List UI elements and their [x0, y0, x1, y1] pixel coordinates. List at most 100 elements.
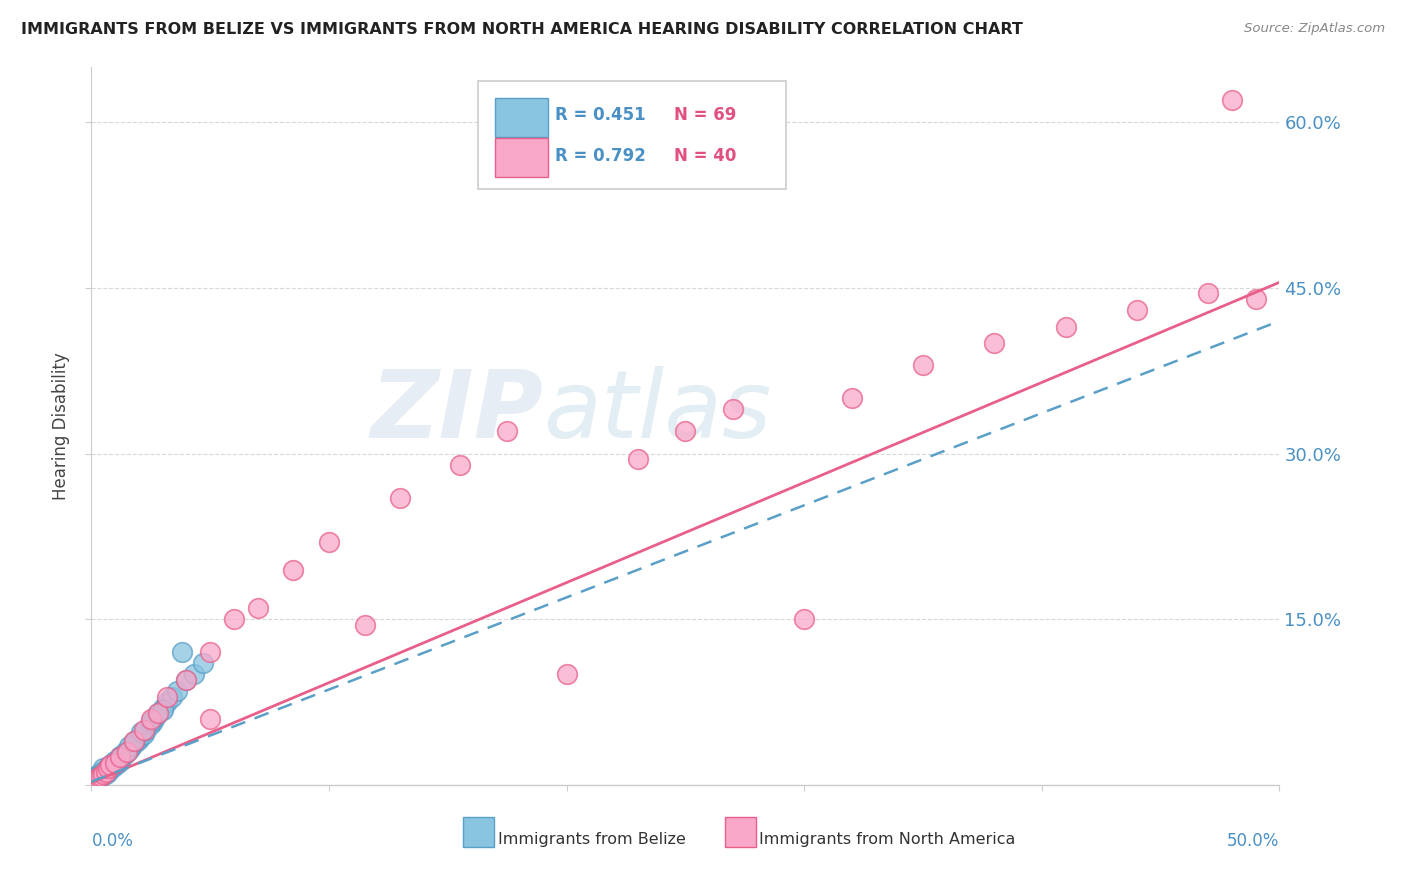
Point [115, 745, 138, 759]
Point [100, 758, 122, 772]
Text: ZIP: ZIP [370, 366, 543, 458]
Point [101, 756, 124, 770]
Point [90, 767, 112, 781]
Point [108, 749, 131, 764]
Point [132, 723, 155, 737]
Point [87, 770, 110, 784]
Point [118, 739, 141, 754]
Point [108, 750, 131, 764]
Point [83, 776, 105, 790]
Point [97, 761, 120, 775]
Point [83, 774, 105, 789]
Point [1054, 319, 1077, 334]
Point [841, 392, 863, 406]
FancyBboxPatch shape [724, 817, 755, 847]
Point [104, 754, 127, 768]
Y-axis label: Hearing Disability: Hearing Disability [52, 352, 70, 500]
Point [983, 336, 1005, 351]
Point [94, 764, 117, 778]
Point [156, 690, 179, 704]
Point [91, 764, 114, 779]
Point [84, 772, 107, 787]
Text: 0.0%: 0.0% [91, 831, 134, 850]
Point [139, 717, 162, 731]
Point [246, 601, 269, 615]
Point [156, 695, 179, 709]
Point [146, 706, 169, 721]
Point [793, 612, 815, 626]
Point [100, 758, 122, 772]
Point [1244, 292, 1267, 306]
Point [108, 754, 131, 768]
Point [496, 425, 519, 439]
Point [94, 764, 117, 778]
Point [135, 723, 157, 737]
Point [121, 739, 143, 754]
Point [84, 773, 107, 788]
Point [1126, 302, 1149, 317]
Point [170, 645, 193, 659]
Point [104, 756, 127, 770]
Point [353, 617, 375, 632]
Point [129, 730, 152, 744]
Point [191, 657, 214, 671]
Point [125, 733, 148, 747]
Point [91, 764, 114, 779]
Point [101, 756, 124, 770]
Point [145, 709, 167, 723]
Text: N = 40: N = 40 [673, 147, 735, 165]
Point [84, 772, 107, 786]
Point [91, 767, 114, 781]
Point [84, 772, 107, 787]
Point [152, 703, 174, 717]
Point [104, 754, 127, 768]
Text: R = 0.792: R = 0.792 [555, 147, 645, 165]
Point [97, 760, 120, 774]
Text: atlas: atlas [543, 366, 770, 457]
Point [90, 767, 112, 781]
Point [142, 714, 165, 728]
Point [84, 769, 107, 783]
Point [100, 763, 122, 777]
Text: IMMIGRANTS FROM BELIZE VS IMMIGRANTS FROM NORTH AMERICA HEARING DISABILITY CORRE: IMMIGRANTS FROM BELIZE VS IMMIGRANTS FRO… [21, 22, 1024, 37]
Point [87, 769, 110, 783]
Point [114, 747, 136, 761]
Point [83, 774, 105, 789]
Point [555, 667, 578, 681]
Point [152, 700, 174, 714]
Point [176, 673, 198, 687]
Point [673, 425, 696, 439]
Point [83, 773, 105, 788]
Point [183, 667, 205, 681]
Text: N = 69: N = 69 [673, 106, 735, 124]
Point [108, 750, 131, 764]
Point [122, 736, 145, 750]
Point [90, 769, 112, 783]
Point [389, 491, 412, 505]
Point [129, 725, 152, 739]
Point [222, 612, 245, 626]
Point [91, 768, 114, 782]
Point [111, 750, 134, 764]
Point [132, 727, 155, 741]
Point [160, 690, 183, 704]
Point [139, 712, 162, 726]
Text: Immigrants from Belize: Immigrants from Belize [498, 831, 686, 847]
Point [90, 769, 112, 783]
FancyBboxPatch shape [495, 98, 547, 136]
Point [176, 673, 198, 687]
Point [1197, 286, 1219, 301]
Point [627, 452, 650, 467]
Point [146, 706, 169, 721]
Point [118, 742, 141, 756]
Point [100, 758, 122, 772]
FancyBboxPatch shape [463, 817, 494, 847]
Point [318, 535, 340, 549]
FancyBboxPatch shape [478, 81, 786, 189]
Text: Source: ZipAtlas.com: Source: ZipAtlas.com [1244, 22, 1385, 36]
Point [200, 712, 222, 726]
Point [91, 761, 114, 775]
Point [115, 745, 138, 759]
Point [449, 458, 471, 472]
Point [721, 402, 744, 417]
